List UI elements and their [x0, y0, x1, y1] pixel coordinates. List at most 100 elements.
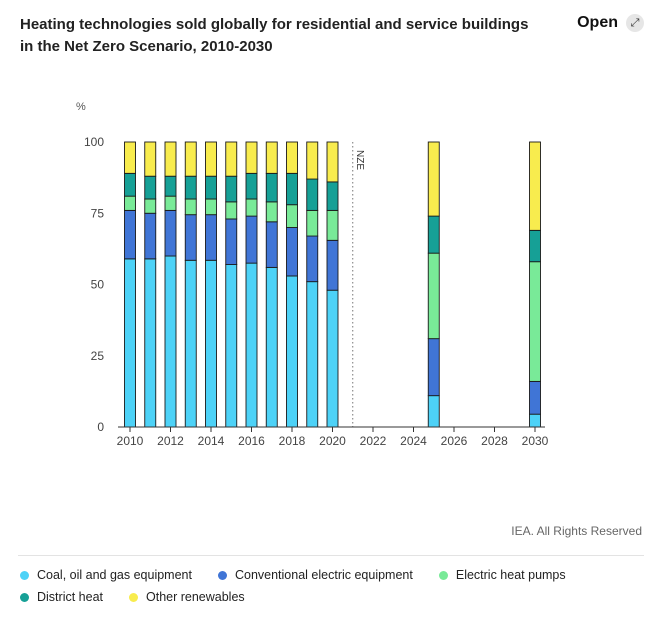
x-tick-label: 2010	[117, 434, 144, 448]
bar-segment	[427, 215, 440, 254]
x-tick-label: 2014	[198, 434, 225, 448]
bar-segment	[286, 141, 298, 174]
bar-segment	[427, 252, 440, 340]
bar-segment	[265, 141, 278, 174]
bar-segment	[529, 413, 541, 428]
bar-segment	[427, 141, 440, 217]
bar-segment	[164, 175, 177, 197]
bar-segment	[124, 195, 136, 211]
bar-segment	[225, 264, 238, 428]
bar-segment	[205, 198, 217, 216]
bar-segment	[225, 175, 238, 203]
bar-segment	[144, 212, 157, 260]
bar-segment	[245, 141, 258, 174]
bar-segment	[306, 235, 319, 283]
bar-segment	[184, 175, 197, 200]
legend-swatch	[438, 570, 448, 580]
x-tick-label: 2030	[522, 434, 549, 448]
bar-segment	[164, 195, 177, 211]
expand-arrow-icon: ⤢	[626, 14, 644, 32]
legend-item[interactable]: Conventional electric equipment	[217, 568, 413, 582]
bar-segment	[245, 172, 258, 200]
x-tick-label: 2028	[481, 434, 508, 448]
legend-divider	[18, 555, 644, 556]
x-tick-label: 2024	[400, 434, 427, 448]
bar-segment	[306, 178, 319, 211]
legend-swatch	[20, 592, 29, 602]
bar-segment	[326, 181, 339, 211]
open-button[interactable]: Open ⤢	[577, 14, 644, 32]
y-tick-label: 0	[97, 420, 104, 434]
bar-segment	[225, 141, 238, 177]
bar-segment	[245, 262, 258, 428]
nze-annotation: NZE	[354, 150, 365, 170]
bar-segment	[164, 255, 177, 428]
legend-item[interactable]: Coal, oil and gas equipment	[20, 568, 192, 582]
y-tick-label: 100	[84, 135, 104, 149]
bar-segment	[144, 175, 157, 200]
bar-segment	[205, 214, 217, 261]
x-tick-label: 2012	[157, 434, 184, 448]
open-button-label: Open	[577, 14, 618, 31]
x-tick-label: 2022	[360, 434, 387, 448]
bar-segment	[306, 141, 319, 180]
bar-segment	[225, 218, 238, 265]
bar-segment	[529, 229, 541, 263]
y-tick-label: 50	[91, 278, 105, 292]
legend-item[interactable]: Other renewables	[129, 590, 245, 604]
bar-segment	[205, 141, 217, 177]
legend-label: Other renewables	[146, 590, 245, 604]
copyright-note: IEA. All Rights Reserved	[511, 524, 642, 538]
legend-swatch	[129, 592, 138, 602]
bar-segment	[326, 239, 339, 291]
bar-segment	[286, 227, 298, 277]
bar-segment	[286, 204, 298, 228]
bar-segment	[326, 141, 339, 183]
bar-segment	[427, 395, 440, 428]
legend-label: Electric heat pumps	[455, 568, 566, 582]
bar-segment	[144, 198, 157, 214]
bar-segment	[184, 198, 197, 216]
bar-segment	[265, 172, 278, 203]
stacked-bar-chart: % 0 25 50 75 100 NZE 2010 2012 2014 2016 2018 2020 20…	[76, 101, 549, 448]
chart-legend: Coal, oil and gas equipment Conventional …	[20, 568, 620, 604]
bar-segment	[306, 281, 319, 428]
bar-segment	[225, 201, 238, 220]
bar-segment	[265, 266, 278, 428]
bar-segment	[164, 209, 177, 257]
bar-segment	[124, 141, 136, 174]
bar-segment	[265, 201, 278, 223]
x-tick-label: 2020	[319, 434, 346, 448]
y-axis-label: %	[76, 101, 86, 113]
y-tick-label: 25	[91, 349, 105, 363]
legend-label: District heat	[37, 590, 103, 604]
legend-item[interactable]: Electric heat pumps	[438, 568, 566, 582]
bar-segment	[306, 209, 319, 237]
bar-segment	[144, 258, 157, 428]
bar-segment	[184, 259, 197, 428]
bar-segment	[205, 175, 217, 200]
x-tick-label: 2018	[279, 434, 306, 448]
bar-segment	[529, 261, 541, 382]
legend-label: Conventional electric equipment	[234, 568, 413, 582]
bar-segment	[144, 141, 157, 177]
bar-segment	[184, 141, 197, 177]
bar-segment	[124, 258, 136, 428]
bar-segment	[427, 338, 440, 397]
legend-swatch	[217, 570, 227, 580]
legend-swatch	[20, 570, 29, 580]
bar-segment	[286, 172, 298, 206]
bar-segment	[326, 209, 339, 241]
bar-segment	[326, 289, 339, 428]
bar-segment	[529, 380, 541, 415]
bar-segment	[265, 221, 278, 268]
x-tick-label: 2026	[441, 434, 468, 448]
bar-segment	[245, 198, 258, 217]
bar-segment	[164, 141, 177, 177]
chart-title: Heating technologies sold globally for r…	[20, 16, 529, 55]
bar-segment	[529, 141, 541, 231]
bar-segment	[245, 215, 258, 264]
bar-segment	[124, 172, 136, 197]
legend-item[interactable]: District heat	[20, 590, 103, 604]
bar-segment	[124, 209, 136, 260]
